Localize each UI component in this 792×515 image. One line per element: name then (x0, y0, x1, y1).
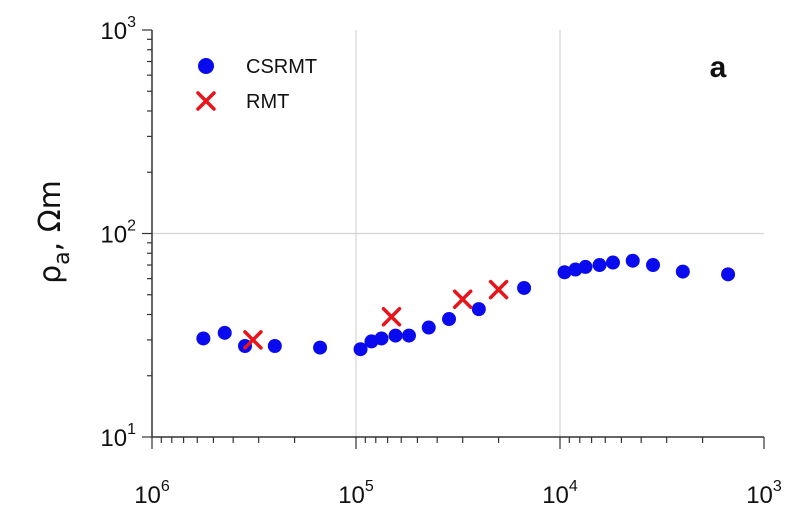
csrmt-point (625, 253, 640, 268)
rmt-point (243, 330, 263, 350)
legend-marker-csrmt (198, 58, 214, 74)
rmt-point (452, 289, 473, 310)
x-tick-label: 104 (542, 478, 578, 509)
y-tick-label: 101 (100, 421, 136, 452)
csrmt-point (578, 259, 593, 274)
legend-marker-rmt (196, 91, 216, 111)
csrmt-point (646, 258, 661, 273)
ticks (142, 29, 765, 449)
csrmt-point (374, 331, 389, 346)
x-tick-label: 103 (746, 478, 782, 509)
rmt-point-stroke (452, 289, 473, 310)
csrmt-point (471, 302, 486, 317)
y-tick-label: 103 (100, 14, 136, 45)
y-axis-label: ρa, Ωm (33, 180, 75, 284)
legend-label: CSRMT (246, 56, 317, 78)
rmt-point (488, 279, 509, 300)
csrmt-point (313, 340, 328, 355)
y-tick-label: 102 (100, 218, 136, 249)
panel-label: a (710, 51, 727, 84)
y-axis-label-subscript: a (50, 251, 75, 264)
tick-labels: 101 102 103 106 105 104 103 (100, 14, 782, 509)
rmt-point-stroke (243, 330, 263, 350)
rmt-point (381, 306, 402, 327)
csrmt-point (196, 331, 211, 346)
y-axis-label-symbol: ρ (33, 265, 68, 284)
legend-label: RMT (246, 91, 289, 113)
data-points (196, 253, 736, 357)
legend-marker-stroke (196, 91, 216, 111)
csrmt-point (217, 325, 232, 340)
x-tick-label: 106 (134, 478, 170, 509)
y-axis-label-rest: , Ωm (33, 180, 68, 251)
csrmt-point (267, 339, 282, 354)
csrmt-point (353, 342, 368, 357)
x-tick-label: 105 (338, 478, 374, 509)
rmt-point-stroke (488, 279, 509, 300)
csrmt-point (605, 255, 620, 270)
csrmt-point (401, 328, 416, 343)
csrmt-point (675, 264, 690, 279)
grid (152, 30, 764, 437)
csrmt-point (557, 265, 572, 280)
csrmt-point (721, 267, 736, 282)
rmt-point-stroke (381, 306, 402, 327)
csrmt-point (388, 328, 403, 343)
csrmt-point (442, 312, 457, 327)
csrmt-point (517, 280, 532, 295)
csrmt-point (592, 258, 607, 273)
legend: CSRMT RMT (196, 56, 317, 113)
csrmt-point (421, 320, 436, 335)
